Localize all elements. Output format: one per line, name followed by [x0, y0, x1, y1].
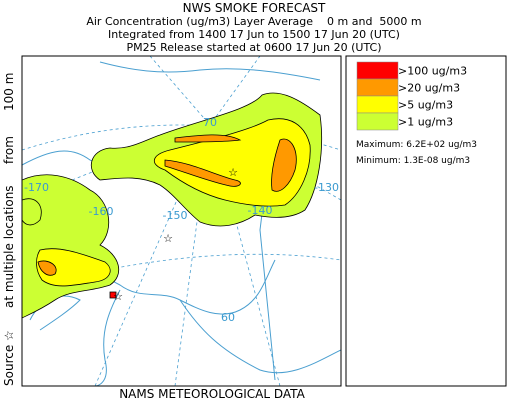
- legend-frame: [345, 55, 507, 387]
- side-label: Source ☆ at multiple locations from 100 …: [2, 73, 16, 386]
- legend-swatch: [356, 61, 399, 80]
- graticule: [22, 253, 341, 291]
- map: ☆ ☆ ☆ 70 -170 -160 -150 -140 -130 60: [21, 55, 342, 387]
- legend-maximum: Maximum: 6.2E+02 ug/m3: [356, 140, 477, 150]
- legend-label: >1 ug/m3: [398, 116, 453, 129]
- map-frame: [21, 55, 342, 387]
- legend-swatch: [356, 95, 399, 114]
- side-label-part: 100 m: [2, 73, 16, 111]
- legend: Maximum: 6.2E+02 ug/m3 Minimum: 1.3E-08 …: [345, 55, 507, 387]
- grid-label: 60: [221, 311, 235, 324]
- graticule: [209, 124, 341, 201]
- legend-minimum: Minimum: 1.3E-08 ug/m3: [356, 156, 470, 166]
- coastline: [99, 61, 321, 81]
- source-marker: ☆: [228, 166, 238, 179]
- legend-label: >100 ug/m3: [398, 65, 467, 78]
- side-label-part: at multiple locations: [2, 185, 16, 308]
- smoke-region: [271, 138, 297, 192]
- footer: NAMS METEOROLOGICAL DATA: [119, 387, 305, 401]
- grid-label: -170: [24, 181, 49, 194]
- smoke-region: [109, 291, 117, 299]
- legend-swatch: [356, 112, 399, 131]
- smoke-region: [22, 198, 42, 226]
- graticule: [22, 124, 341, 151]
- coastline: [94, 289, 121, 386]
- subtitle: Air Concentration (ug/m3) Layer Average …: [86, 15, 421, 28]
- grid-label: -150: [163, 209, 188, 222]
- title: NWS SMOKE FORECAST: [183, 1, 326, 15]
- grid-label: -140: [248, 204, 273, 217]
- smoke-region: [36, 248, 111, 287]
- grid-label: -160: [89, 205, 114, 218]
- graticule: [174, 124, 211, 386]
- legend-label: >5 ug/m3: [398, 99, 453, 112]
- side-label-part: Source ☆: [2, 330, 16, 386]
- legend-swatch: [356, 78, 399, 97]
- subtitle: PM25 Release started at 0600 17 Jun 20 (…: [126, 41, 381, 54]
- legend-label: >20 ug/m3: [398, 82, 460, 95]
- source-marker: ☆: [113, 290, 123, 303]
- grid-label: -130: [314, 181, 339, 194]
- smoke-region: [164, 159, 241, 187]
- source-marker: ☆: [163, 232, 173, 245]
- subtitle: Integrated from 1400 17 Jun to 1500 17 J…: [108, 28, 400, 41]
- side-label-part: from: [2, 136, 16, 164]
- smoke-region: [37, 260, 57, 276]
- coastline: [179, 299, 341, 374]
- smoke-region: [174, 134, 242, 143]
- grid-label: 70: [203, 116, 217, 129]
